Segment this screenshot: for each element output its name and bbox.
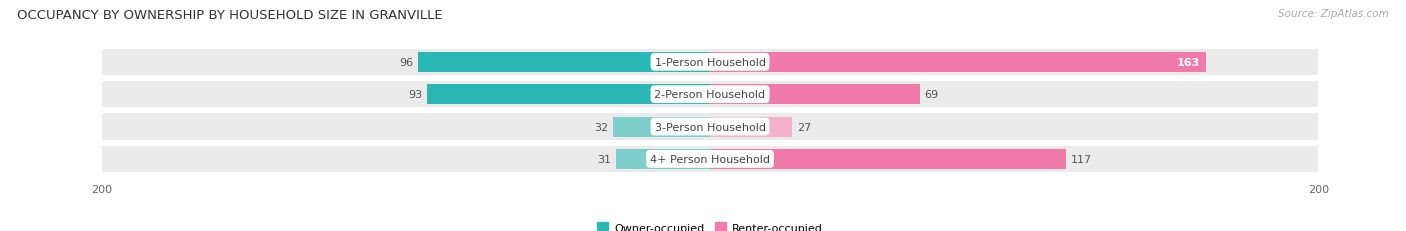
- Text: 3-Person Household: 3-Person Household: [655, 122, 765, 132]
- Text: 32: 32: [595, 122, 609, 132]
- Bar: [710, 149, 1066, 169]
- Text: OCCUPANCY BY OWNERSHIP BY HOUSEHOLD SIZE IN GRANVILLE: OCCUPANCY BY OWNERSHIP BY HOUSEHOLD SIZE…: [17, 9, 443, 22]
- Bar: [101, 114, 1319, 140]
- Bar: [710, 117, 792, 137]
- Bar: [418, 52, 710, 73]
- Bar: [616, 149, 710, 169]
- Bar: [101, 49, 1319, 76]
- Text: 27: 27: [797, 122, 811, 132]
- Text: 31: 31: [598, 154, 612, 164]
- Text: 117: 117: [1070, 154, 1091, 164]
- Text: 2-Person Household: 2-Person Household: [654, 90, 766, 100]
- Text: 69: 69: [924, 90, 939, 100]
- Text: 93: 93: [409, 90, 423, 100]
- Text: 4+ Person Household: 4+ Person Household: [650, 154, 770, 164]
- Bar: [101, 82, 1319, 108]
- Bar: [101, 146, 1319, 173]
- Bar: [710, 85, 920, 105]
- Text: 96: 96: [399, 58, 413, 67]
- Text: 1-Person Household: 1-Person Household: [655, 58, 765, 67]
- Text: Source: ZipAtlas.com: Source: ZipAtlas.com: [1278, 9, 1389, 19]
- Legend: Owner-occupied, Renter-occupied: Owner-occupied, Renter-occupied: [598, 222, 823, 231]
- Bar: [613, 117, 710, 137]
- Text: 163: 163: [1177, 58, 1199, 67]
- Bar: [710, 52, 1206, 73]
- Bar: [427, 85, 710, 105]
